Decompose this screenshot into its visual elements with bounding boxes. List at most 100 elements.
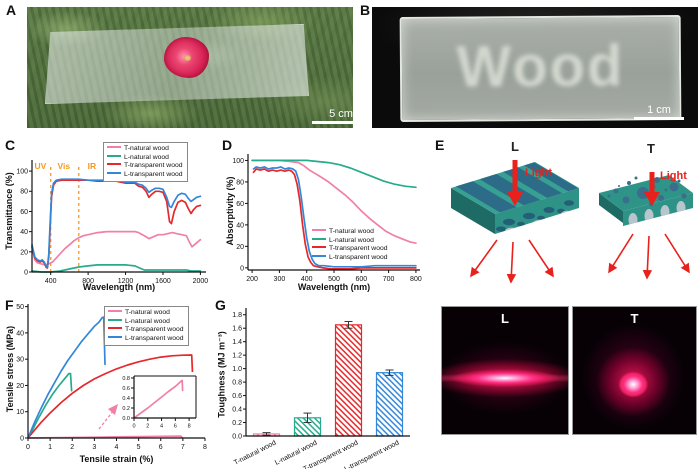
- inset-pointer-arrowhead: [108, 404, 118, 415]
- x-tick-label: 6: [174, 424, 177, 430]
- y-tick-label: 50: [16, 304, 24, 311]
- t-slab-side-face: [599, 193, 623, 223]
- legend-item: T-natural wood: [108, 309, 184, 318]
- scale-bar-b-line: [634, 117, 684, 120]
- wood-sample-text: Wood: [456, 33, 625, 100]
- y-tick-label: 40: [20, 229, 28, 236]
- legend-item: L-natural wood: [108, 318, 184, 327]
- scale-bar-a-line: [312, 121, 353, 124]
- x-tick-label: 800: [410, 276, 422, 283]
- laser-photo-l: L: [441, 306, 569, 435]
- l-diagram-label: L: [511, 139, 519, 154]
- scale-bar-a-text: 5 cm: [329, 108, 353, 120]
- l-slab-side-face: [451, 188, 495, 234]
- series-line: [31, 179, 202, 269]
- d-x-axis-label: Wavelength (nm): [297, 282, 371, 292]
- x-tick-label: 5: [137, 444, 141, 451]
- panel-d: 200 300 400 500 600 700 800 0 20 40 60 80 100 Absorp…: [224, 136, 434, 292]
- l-slab-channels: [456, 162, 579, 213]
- series-line: [31, 178, 202, 268]
- d-legend: T-natural wood L-natural wood T-transpar…: [312, 228, 388, 262]
- y-tick-label: 1.2: [232, 353, 242, 360]
- y-tick-label: 100: [16, 169, 28, 176]
- l-slab-front-face: [495, 188, 579, 234]
- y-tick-label: 0.6: [232, 393, 242, 400]
- legend-item: T-transparent wood: [312, 245, 388, 254]
- series-line: [27, 372, 73, 439]
- spectral-region-label: IR: [88, 161, 97, 171]
- y-tick-label: 0.4: [232, 407, 242, 414]
- x-tick-label: 8: [203, 444, 207, 451]
- flower: [164, 37, 209, 78]
- panel-e-label: E: [435, 137, 445, 153]
- panel-d-label: D: [222, 137, 233, 153]
- series-line: [31, 264, 202, 273]
- series-line: [31, 230, 202, 266]
- t-light-label: Light: [660, 170, 687, 182]
- legend-item: L-transparent wood: [312, 254, 388, 263]
- x-tick-label: 2000: [193, 278, 209, 285]
- legend-item: T-natural wood: [312, 228, 388, 237]
- legend-item: L-transparent wood: [108, 335, 184, 344]
- panel-f-label: F: [5, 297, 14, 313]
- panel-b-photo: Wood 1 cm: [372, 7, 698, 128]
- legend-item: L-natural wood: [312, 237, 388, 246]
- c-y-axis-label: Transmittance (%): [4, 172, 14, 250]
- spectral-region-label: UV: [35, 161, 47, 171]
- panel-g-label: G: [215, 297, 226, 313]
- f-y-axis-label: Tensile stress (MPa): [5, 325, 15, 413]
- l-light-label: Light: [525, 167, 552, 179]
- t-light-arrowhead: [644, 192, 660, 206]
- spectral-region-label: Vis: [58, 161, 71, 171]
- y-tick-label: 80: [236, 179, 244, 186]
- c-x-axis-label: Wavelength (nm): [82, 282, 156, 292]
- x-tick-label: 200: [246, 276, 258, 283]
- x-tick-label: 700: [383, 276, 395, 283]
- t-diagram-label: T: [647, 141, 655, 156]
- series-line: [252, 166, 417, 268]
- y-tick-label: 0.8: [232, 380, 242, 387]
- x-tick-label: 300: [274, 276, 286, 283]
- transmittance-chart: UV Vis IR 400 800 1200 1600 2000 0 20 40 60 80 100: [16, 160, 209, 285]
- series-line: [27, 316, 106, 439]
- y-tick-label: 0.2: [122, 406, 130, 412]
- y-tick-label: 0: [20, 435, 24, 442]
- bar: [334, 324, 363, 437]
- y-tick-label: 0.0: [232, 433, 242, 440]
- x-tick-label: 8: [188, 424, 191, 430]
- legend-item: T-transparent wood: [107, 162, 183, 171]
- y-tick-label: 20: [236, 244, 244, 251]
- g-y-axis-label: Toughness (MJ m⁻³): [216, 331, 227, 418]
- y-tick-label: 20: [16, 383, 24, 390]
- bar-category-label: T-natural wood: [233, 440, 278, 467]
- scale-bar-b: 1 cm: [634, 104, 684, 120]
- x-tick-label: 0: [132, 424, 135, 430]
- c-legend: T-natural wood L-natural wood T-transpar…: [103, 142, 188, 183]
- series-line: [27, 354, 194, 439]
- panel-c-label: C: [5, 137, 16, 153]
- x-tick-label: 7: [181, 444, 185, 451]
- d-y-axis-label: Absorptivity (%): [225, 176, 235, 246]
- x-tick-label: 4: [160, 424, 163, 430]
- x-tick-label: 6: [159, 444, 163, 451]
- stress-strain-inset: 0 2 4 6 8 0.0 0.2 0.4 0.6 0.8: [118, 372, 204, 434]
- legend-item: L-transparent wood: [107, 171, 183, 180]
- x-tick-label: 0: [26, 444, 30, 451]
- x-tick-label: 800: [82, 278, 94, 285]
- panel-c: UV Vis IR 400 800 1200 1600 2000 0 20 40 60 80 100 Tr…: [2, 136, 220, 292]
- series-line: [252, 168, 417, 270]
- panel-f: 0 1 2 3 4 5 6 7 8 0 10 20 30 40 50 0 2 4 6 8 0.0 0.2 0.4 0.6 0.…: [2, 294, 220, 469]
- x-tick-label: 1: [48, 444, 52, 451]
- legend-item: T-transparent wood: [108, 326, 184, 335]
- laser-photo-l-label: L: [501, 311, 509, 326]
- panel-b-label: B: [360, 2, 371, 18]
- panel-a-photo: 5 cm: [27, 7, 353, 128]
- y-tick-label: 1.8: [232, 312, 242, 319]
- x-tick-label: 3: [92, 444, 96, 451]
- y-tick-label: 20: [20, 249, 28, 256]
- x-tick-label: 2: [70, 444, 74, 451]
- t-slab-front-face: [623, 193, 693, 226]
- y-tick-label: 0.4: [122, 396, 130, 402]
